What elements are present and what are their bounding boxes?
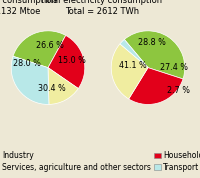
Text: 41.1 %: 41.1 % bbox=[119, 61, 146, 70]
Text: 2.7 %: 2.7 % bbox=[167, 86, 190, 95]
Text: Total = 2612 TWh: Total = 2612 TWh bbox=[65, 7, 139, 16]
Text: 28.8 %: 28.8 % bbox=[138, 38, 166, 47]
Text: 30.4 %: 30.4 % bbox=[38, 85, 66, 93]
Text: 28.0 %: 28.0 % bbox=[13, 59, 41, 69]
Text: 15.0 %: 15.0 % bbox=[58, 56, 86, 65]
Text: Final electricity consumption: Final electricity consumption bbox=[41, 0, 163, 5]
Wedge shape bbox=[129, 68, 183, 104]
Legend: Industry, Services, agriculture and other sectors, Households, Transport: Industry, Services, agriculture and othe… bbox=[0, 151, 200, 172]
Wedge shape bbox=[13, 31, 66, 68]
Wedge shape bbox=[111, 44, 148, 99]
Text: 26.6 %: 26.6 % bbox=[36, 41, 64, 50]
Wedge shape bbox=[120, 40, 148, 68]
Wedge shape bbox=[11, 56, 49, 104]
Wedge shape bbox=[48, 35, 85, 88]
Wedge shape bbox=[124, 31, 185, 79]
Text: Final energy consumption: Final energy consumption bbox=[0, 0, 56, 5]
Wedge shape bbox=[48, 68, 78, 104]
Text: 27.4 %: 27.4 % bbox=[160, 63, 188, 72]
Text: Total = 1132 Mtoe: Total = 1132 Mtoe bbox=[0, 7, 40, 16]
